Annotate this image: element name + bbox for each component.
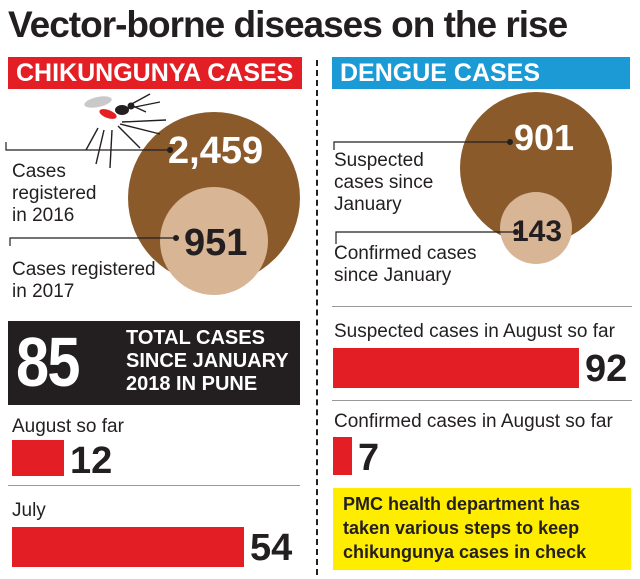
suspected-label: Suspected cases since January — [334, 150, 434, 215]
chikungunya-header: CHIKUNGUNYA CASES — [8, 57, 302, 89]
bar-chik-july — [12, 527, 244, 567]
leader-line-suspected — [333, 141, 510, 150]
column-divider — [316, 60, 318, 575]
label-2017: Cases registered in 2017 — [12, 259, 156, 302]
confirmed-label: Confirmed cases since January — [334, 243, 477, 286]
separator-line — [332, 306, 632, 307]
leader-line-2017 — [9, 237, 176, 246]
aug-suspected-value: 92 — [585, 348, 628, 390]
mosquito-icon — [85, 93, 167, 169]
bar-dengue-confirmed — [333, 437, 352, 475]
dengue-bubble-chart — [333, 92, 612, 264]
suspected-value: 901 — [514, 117, 575, 158]
value-2016: 2,459 — [168, 130, 264, 172]
aug-suspected-label: Suspected cases in August so far — [334, 321, 615, 342]
august-value: 12 — [70, 440, 113, 482]
aug-confirmed-label: Confirmed cases in August so far — [334, 411, 613, 432]
bar-chik-august — [12, 440, 64, 476]
total-value: 85 — [16, 323, 80, 401]
separator-line — [8, 485, 300, 486]
july-label: July — [12, 500, 46, 521]
page-title: Vector-borne diseases on the rise — [8, 4, 568, 45]
label-2016: Cases registered in 2016 — [12, 161, 97, 226]
total-box — [8, 321, 300, 405]
leader-line-2016 — [5, 142, 170, 151]
dengue-header: DENGUE CASES — [332, 57, 630, 89]
aug-confirmed-value: 7 — [358, 437, 380, 479]
leader-line-confirmed — [335, 231, 516, 244]
bubble-2017 — [160, 187, 268, 295]
chikungunya-bubble-chart — [5, 93, 300, 295]
august-label: August so far — [12, 416, 124, 437]
total-label: TOTAL CASES SINCE JANUARY 2018 IN PUNE — [126, 327, 289, 395]
bubble-confirmed — [500, 192, 572, 264]
bubble-suspected — [460, 92, 612, 244]
bar-dengue-suspected — [333, 348, 579, 388]
mosquito-body — [84, 96, 147, 119]
note-box: PMC health department has taken various … — [333, 488, 631, 570]
july-value: 54 — [250, 527, 293, 569]
confirmed-value: 143 — [512, 215, 563, 248]
value-2017: 951 — [184, 222, 248, 264]
separator-line — [332, 400, 632, 401]
